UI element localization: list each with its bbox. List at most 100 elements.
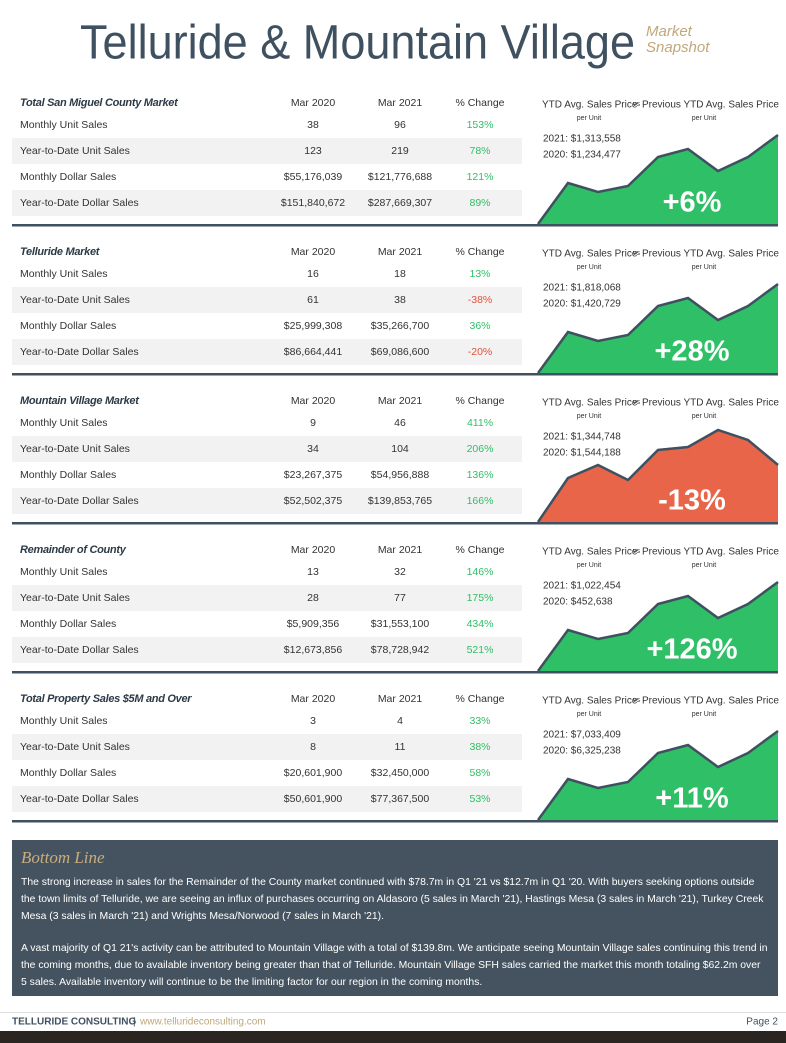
percent-change: 521% — [467, 644, 494, 656]
change-badge: +6% — [663, 187, 722, 219]
cell: 9 — [310, 417, 316, 429]
panel-label: YTD Avg. Sales Price — [542, 249, 638, 260]
panel-label: Previous YTD Avg. Sales Price — [642, 249, 779, 260]
footer-page: Page 2 — [746, 1017, 778, 1028]
row-label: Year-to-Date Unit Sales — [20, 443, 130, 455]
column-header: Mar 2020 — [291, 693, 336, 705]
row-label: Monthly Dollar Sales — [20, 767, 116, 779]
panel-vs: vs — [633, 548, 641, 555]
avg-price: 2021: $1,022,454 — [543, 581, 621, 592]
row-label: Monthly Dollar Sales — [20, 171, 116, 183]
column-header: Mar 2021 — [378, 246, 423, 258]
change-badge: +11% — [655, 783, 729, 815]
row-shade — [12, 734, 522, 760]
cell: $139,853,765 — [368, 495, 432, 507]
cell: 123 — [304, 145, 322, 157]
cell: 32 — [394, 566, 406, 578]
bottom-line: Bottom Line The strong increase in sales… — [12, 840, 778, 996]
section-title: Telluride Market — [20, 246, 101, 258]
cell: 11 — [395, 741, 406, 753]
row-label: Monthly Unit Sales — [20, 715, 108, 727]
avg-price: 2020: $1,234,477 — [543, 150, 621, 161]
row-label: Year-to-Date Unit Sales — [20, 294, 130, 306]
row-shade — [12, 585, 522, 611]
percent-change: 136% — [467, 469, 494, 481]
percent-change: -20% — [468, 346, 493, 358]
panel-label: Previous YTD Avg. Sales Price — [642, 696, 779, 707]
bottom-line-title: Bottom Line — [21, 848, 105, 867]
column-header: % Change — [455, 544, 504, 556]
avg-price: 2021: $1,818,068 — [543, 283, 621, 294]
per-unit: per Unit — [692, 115, 717, 122]
row-shade — [12, 436, 522, 462]
cell: $32,450,000 — [371, 767, 430, 779]
row-shade — [12, 637, 522, 663]
avg-price: 2020: $6,325,238 — [543, 746, 621, 757]
section-rule — [12, 224, 778, 227]
trend-area — [538, 135, 778, 224]
cell: 77 — [394, 592, 406, 604]
row-shade — [12, 190, 522, 216]
percent-change: 58% — [469, 767, 490, 779]
percent-change: 89% — [469, 197, 490, 209]
percent-change: -38% — [468, 294, 493, 306]
column-header: Mar 2020 — [291, 544, 336, 556]
percent-change: 206% — [467, 443, 494, 455]
cell: 28 — [307, 592, 319, 604]
avg-price: 2021: $1,313,558 — [543, 134, 621, 145]
cell: $287,669,307 — [368, 197, 432, 209]
percent-change: 146% — [467, 566, 494, 578]
percent-change: 36% — [469, 320, 490, 332]
footer-website: www.telluridеconsulting.com — [139, 1017, 266, 1028]
avg-price: 2020: $1,420,729 — [543, 299, 621, 310]
panel-label: YTD Avg. Sales Price — [542, 696, 638, 707]
row-label: Year-to-Date Dollar Sales — [20, 793, 139, 805]
cell: $78,728,942 — [371, 644, 430, 656]
cell: 96 — [394, 119, 406, 131]
bottom-strip — [0, 1031, 786, 1043]
cell: $151,840,672 — [281, 197, 345, 209]
per-unit: per Unit — [692, 413, 717, 420]
row-label: Year-to-Date Dollar Sales — [20, 346, 139, 358]
per-unit: per Unit — [577, 413, 602, 420]
subtitle: Snapshot — [646, 39, 710, 56]
cell: $69,086,600 — [371, 346, 430, 358]
cell: $52,502,375 — [284, 495, 343, 507]
footer-company: TELLURIDE CONSULTING — [12, 1017, 136, 1028]
section-rule — [12, 373, 778, 376]
percent-change: 411% — [467, 417, 493, 429]
cell: 38 — [394, 294, 406, 306]
trend-line — [536, 428, 779, 523]
section-rule — [12, 522, 778, 525]
cell: 3 — [310, 715, 316, 727]
per-unit: per Unit — [577, 562, 602, 569]
cell: 13 — [307, 566, 319, 578]
cell: 8 — [310, 741, 316, 753]
cell: 46 — [394, 417, 406, 429]
cell: $54,956,888 — [371, 469, 430, 481]
cell: $20,601,900 — [284, 767, 343, 779]
paragraph: A vast majority of Q1 21's activity can … — [21, 943, 768, 988]
column-header: % Change — [455, 97, 504, 109]
cell: $55,176,039 — [284, 171, 343, 183]
cell: $86,664,441 — [284, 346, 343, 358]
cell: 18 — [394, 268, 406, 280]
per-unit: per Unit — [692, 264, 717, 271]
panel-label: YTD Avg. Sales Price — [542, 100, 638, 111]
sections: Total San Miguel County Market Mar 2020 Ma… — [12, 97, 779, 823]
row-label: Monthly Unit Sales — [20, 417, 108, 429]
trend-line — [536, 282, 779, 374]
trend-area — [538, 731, 778, 820]
section-rule — [12, 671, 778, 674]
column-header: Mar 2020 — [291, 246, 336, 258]
cell: $5,909,356 — [287, 618, 340, 630]
column-header: Mar 2021 — [378, 395, 423, 407]
row-shade — [12, 339, 522, 365]
row-label: Monthly Dollar Sales — [20, 320, 116, 332]
cell: $12,673,856 — [284, 644, 343, 656]
paragraph: The strong increase in sales for the Rem… — [21, 877, 764, 922]
row-shade — [12, 138, 522, 164]
percent-change: 153% — [467, 119, 494, 131]
section-title: Remainder of County — [20, 544, 127, 556]
percent-change: 121% — [467, 171, 494, 183]
